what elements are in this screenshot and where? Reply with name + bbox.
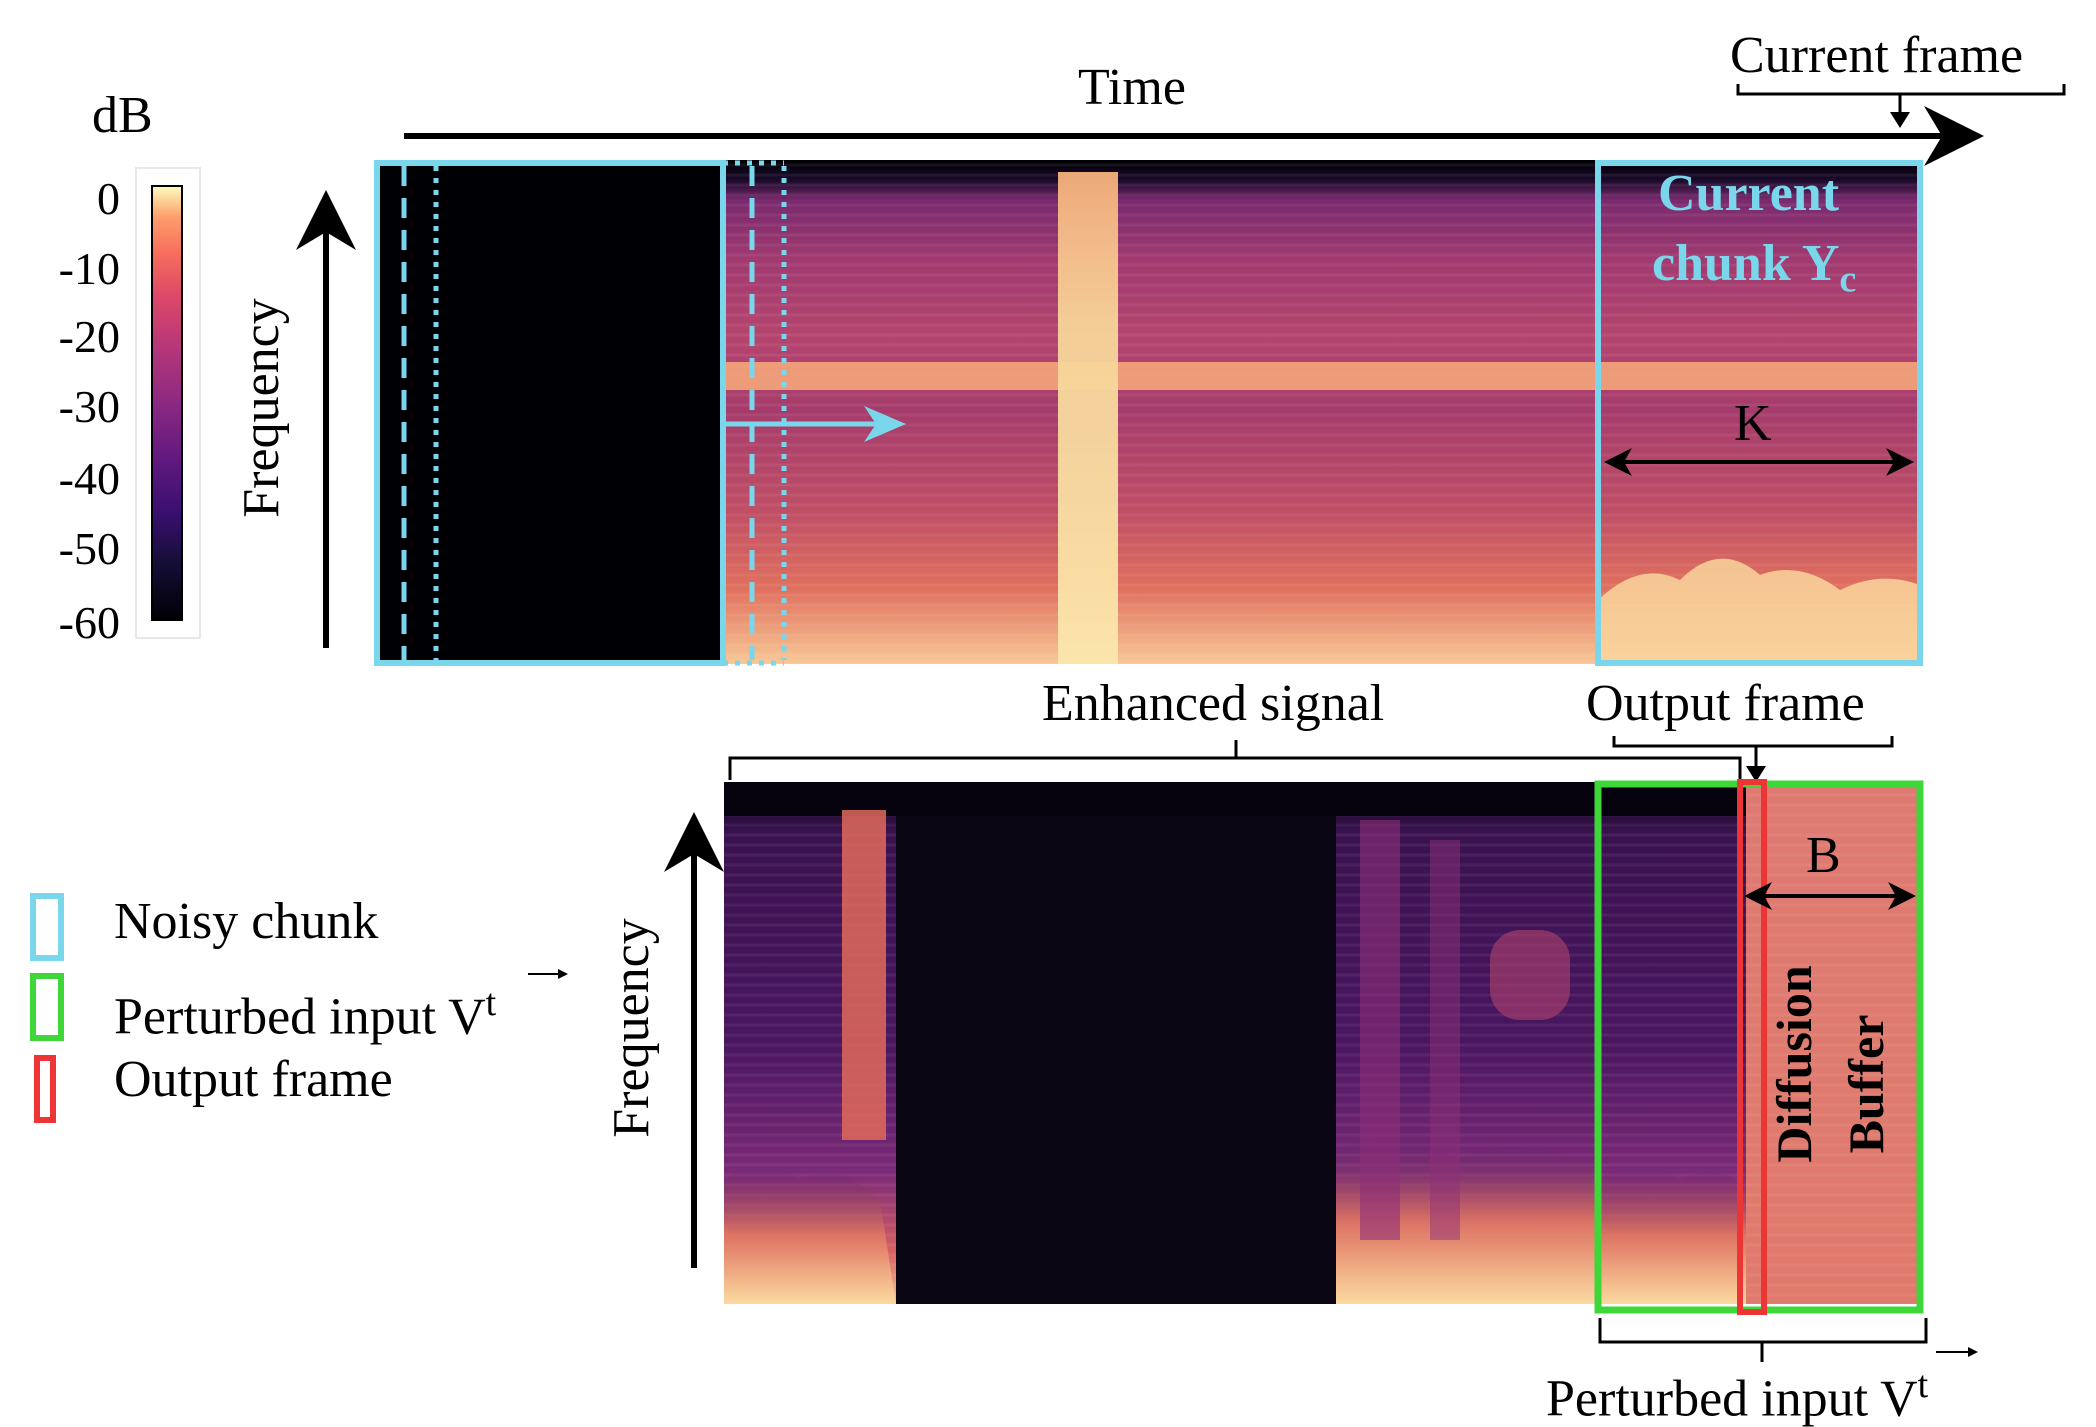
current-frame-label: Current frame (1730, 27, 2024, 84)
vector-arrow-bottom (1936, 1347, 1978, 1357)
b-arrow (1744, 882, 1916, 910)
bottom-spectrogram (724, 782, 1920, 1304)
colorbar (135, 167, 201, 639)
diffusion-label: Diffusion (1766, 965, 1822, 1163)
current-chunk-label-line2: chunk Yc (1652, 235, 1857, 301)
frequency-label-bottom: Frequency (603, 918, 660, 1138)
legend-swatch-noisy (30, 893, 64, 961)
colorbar-tick: -30 (58, 381, 120, 432)
buffer-label: Buffer (1838, 1014, 1894, 1154)
current-frame-bracket (1736, 84, 2066, 116)
colorbar-tick: -40 (58, 453, 120, 504)
enhanced-signal-bracket (728, 740, 1742, 780)
k-arrow (1604, 448, 1914, 476)
legend-perturbed-text: Perturbed input V (114, 988, 486, 1046)
legend-noisy-chunk: Noisy chunk (114, 893, 379, 950)
k-label: K (1734, 395, 1772, 452)
output-frame-bracket (1612, 736, 1894, 768)
colorbar-tick: -60 (58, 597, 120, 648)
colorbar-tick: -10 (58, 243, 120, 294)
colorbar-tick: 0 (97, 173, 120, 224)
output-frame-label: Output frame (1586, 675, 1865, 732)
time-label: Time (1078, 59, 1186, 116)
legend-swatches (30, 893, 64, 1123)
colorbar-unit: dB (92, 87, 153, 144)
current-chunk-text: chunk Y (1652, 235, 1840, 292)
legend-swatch-output (34, 1055, 56, 1123)
b-label: B (1806, 827, 1841, 884)
legend-output-frame: Output frame (114, 1051, 393, 1108)
current-chunk-subscript: c (1839, 258, 1857, 301)
legend-perturbed-superscript: t (485, 982, 497, 1024)
colorbar-tick: -20 (58, 311, 120, 362)
legend-swatch-perturbed (30, 973, 64, 1041)
vector-arrow-legend (528, 969, 568, 979)
perturbed-input-bracket (1598, 1318, 1928, 1362)
perturbed-input-text: Perturbed input V (1546, 1370, 1918, 1427)
colorbar-tick: -50 (58, 523, 120, 574)
output-frame-box (1737, 779, 1767, 1315)
noisy-chunk-boxes (374, 160, 1923, 666)
top-spectrogram (374, 160, 1920, 664)
perturbed-input-superscript: t (1917, 1364, 1929, 1406)
legend-perturbed-input: Perturbed input Vt (114, 984, 496, 1043)
frequency-label-top: Frequency (233, 298, 290, 518)
enhanced-signal-label: Enhanced signal (1042, 675, 1385, 732)
current-chunk-label-line1: Current (1658, 165, 1840, 222)
perturbed-input-label-bottom: Perturbed input Vt (1546, 1366, 1928, 1425)
